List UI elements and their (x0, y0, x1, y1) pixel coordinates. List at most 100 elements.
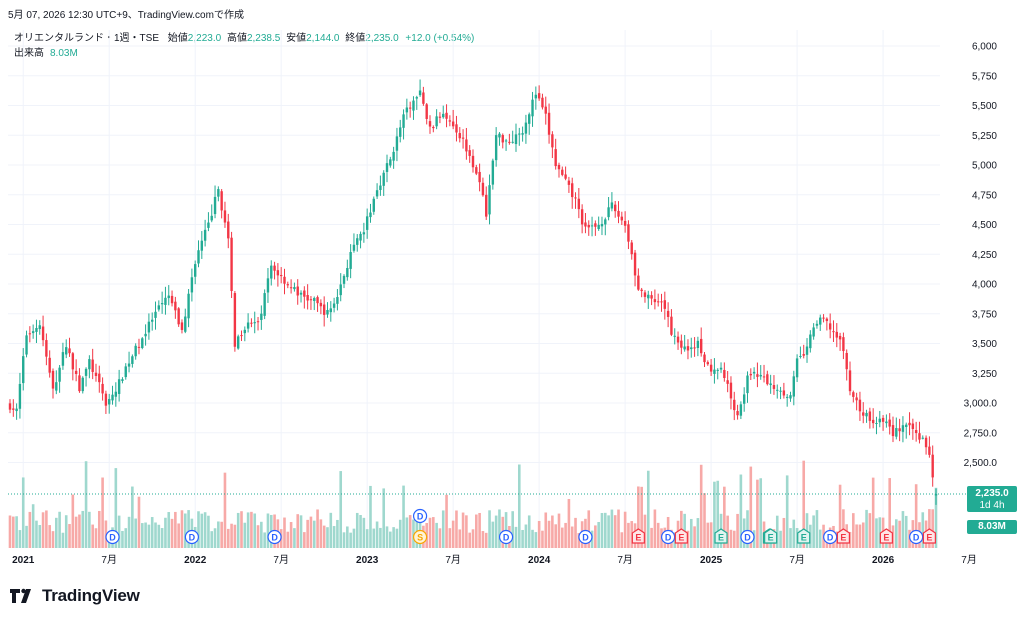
candle-body (521, 133, 524, 135)
volume-bar (84, 461, 88, 548)
earnings-up-marker[interactable]: E (764, 528, 778, 544)
candle-body (653, 299, 657, 303)
earnings-down-marker[interactable]: E (879, 528, 893, 544)
volume-bar (547, 520, 551, 548)
dividend-marker[interactable]: D (661, 529, 676, 545)
marker-shape (740, 529, 755, 545)
dividend-marker[interactable]: D (578, 529, 593, 545)
candle-body (749, 374, 752, 376)
candle-body (382, 172, 385, 186)
dividend-marker[interactable]: D (740, 529, 755, 545)
volume-bar (154, 522, 157, 548)
candle-body (385, 163, 389, 172)
candle-body (227, 221, 230, 239)
earnings-down-marker[interactable]: E (836, 528, 850, 544)
time-tick-label: 7月 (617, 554, 633, 566)
volume-bar (329, 512, 333, 548)
volume-bar (481, 531, 485, 548)
volume-bar (527, 515, 531, 548)
candle-body (739, 404, 743, 416)
candle-body (213, 196, 217, 215)
low-label: 安値 (286, 33, 307, 44)
volume-bar (266, 513, 270, 548)
dividend-marker[interactable]: D (184, 529, 199, 545)
symbol-label[interactable]: オリエンタルランド・1週・TSE (14, 33, 160, 44)
candle-body (848, 370, 852, 392)
candle-body (895, 428, 898, 437)
price-tick-label: 3,500 (972, 339, 997, 350)
volume-bar (524, 524, 528, 548)
candle-body (832, 331, 835, 333)
volume-bar (544, 512, 548, 548)
marker-shape (184, 529, 199, 545)
volume-bar (408, 515, 412, 548)
earnings-up-marker[interactable]: E (797, 528, 811, 544)
volume-bar (570, 526, 574, 548)
dividend-marker[interactable]: D (909, 529, 924, 545)
earnings-down-marker[interactable]: E (631, 528, 645, 544)
volume-bar (703, 493, 706, 548)
candle-body (673, 335, 676, 337)
candle-body (375, 190, 379, 197)
time-tick-label: 2026 (872, 555, 895, 566)
candle-body (74, 370, 78, 374)
volume-bar (541, 530, 544, 548)
candle-body (187, 293, 190, 319)
volume-bar (197, 511, 200, 548)
candle-body (425, 104, 428, 119)
candle-body (475, 167, 478, 174)
volume-bar (137, 496, 141, 548)
dividend-marker[interactable]: D (412, 508, 428, 524)
earnings-down-marker[interactable]: E (674, 528, 688, 544)
volume-bar (484, 532, 488, 548)
candle-body (610, 202, 614, 209)
candle-body (719, 367, 723, 370)
volume-bar (756, 479, 759, 548)
candle-body (528, 114, 531, 124)
price-axis[interactable]: 6,000 5,750 5,500 5,250 5,000 4,750 4,500 4,250… (964, 42, 998, 470)
volume-bar (8, 515, 12, 548)
candle-body (372, 198, 375, 212)
volume-label[interactable]: 出来高 (14, 48, 44, 59)
candle-body (445, 112, 448, 119)
dividend-marker[interactable]: D (267, 529, 282, 545)
marker-label: D (913, 533, 920, 543)
candle-body (822, 317, 825, 319)
volume-bar (51, 531, 55, 548)
candle-body (792, 376, 795, 397)
candle-body (8, 403, 12, 410)
candle-body (799, 355, 802, 358)
candle-body (604, 219, 607, 225)
candle-body (842, 337, 845, 352)
candle-body (144, 333, 147, 337)
volume-bar (117, 515, 121, 548)
candle-body (369, 212, 372, 218)
volume-bar (432, 517, 435, 548)
volume-bar (306, 519, 309, 548)
tradingview-logo[interactable]: TradingView (10, 586, 140, 606)
candle-body (676, 336, 680, 343)
candle-body (607, 207, 610, 218)
split-marker[interactable]: S (412, 529, 428, 545)
volume-bar (326, 527, 329, 548)
candle-body (240, 335, 243, 337)
marker-label: D (417, 512, 424, 522)
dividend-marker[interactable]: D (498, 529, 514, 545)
candle-body (101, 383, 104, 394)
time-axis[interactable]: 2021 7月 2022 7月 2023 7月 2024 7月 2025 7月 2026 7月 (12, 554, 977, 566)
dividend-marker[interactable]: D (105, 529, 120, 545)
candle-body (207, 222, 210, 228)
volume-bar (537, 520, 541, 548)
dividend-marker[interactable]: D (823, 529, 838, 545)
volume-bar (514, 526, 518, 548)
earnings-up-marker[interactable]: E (714, 528, 728, 544)
volume-bar (217, 521, 220, 548)
earnings-down-marker[interactable]: E (922, 528, 936, 544)
volume-bar (732, 530, 736, 548)
marker-shape (714, 528, 728, 544)
volume-bar (94, 528, 98, 548)
marker-label: E (801, 533, 807, 543)
marker-shape (412, 529, 428, 545)
candle-body (55, 382, 58, 391)
